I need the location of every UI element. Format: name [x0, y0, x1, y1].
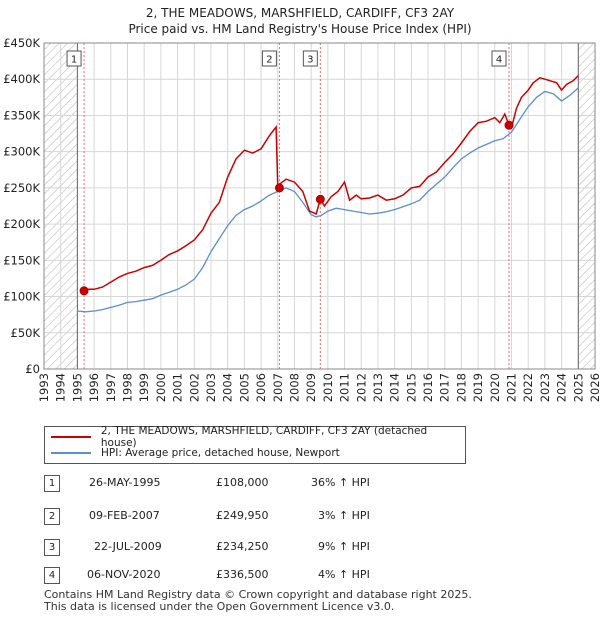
transaction-point: [79, 286, 89, 296]
legend: 2, THE MEADOWS, MARSHFIELD, CARDIFF, CF3…: [44, 425, 466, 464]
x-tick-label: 2009: [304, 373, 318, 402]
x-tick-label: 2015: [404, 373, 418, 402]
chart-subtitle: Price paid vs. HM Land Registry's House …: [128, 22, 472, 36]
y-tick-label: £50K: [11, 326, 41, 340]
footer-license: This data is licensed under the Open Gov…: [44, 600, 395, 613]
x-tick-label: 2004: [221, 373, 235, 402]
x-tick-label: 1995: [70, 373, 84, 402]
hatched-region: [578, 43, 595, 369]
transaction-hpi-change: 9% ↑ HPI: [318, 540, 370, 553]
transaction-date: 09-FEB-2007: [89, 509, 160, 522]
x-tick-label: 2007: [271, 373, 285, 402]
y-tick-label: £0: [25, 362, 40, 376]
x-tick-label: 2018: [454, 373, 468, 402]
transaction-price: £336,500: [216, 568, 269, 581]
transaction-label: 2: [266, 55, 272, 66]
transaction-row: 2 09-FEB-2007 £249,950 3% ↑ HPI: [44, 508, 444, 526]
hpi-series-line: [77, 87, 579, 313]
transaction-hpi-change: 3% ↑ HPI: [318, 509, 370, 522]
legend-item-hpi: HPI: Average price, detached house, Newp…: [51, 445, 340, 461]
transaction-row: 3 22-JUL-2009 £234,250 9% ↑ HPI: [44, 539, 444, 557]
x-tick-label: 2017: [438, 373, 452, 402]
x-tick-label: 1997: [104, 373, 118, 402]
x-tick-label: 2006: [254, 373, 268, 402]
transaction-label-box: [491, 50, 507, 67]
y-tick-label: £400K: [3, 72, 40, 86]
transaction-price: £108,000: [216, 476, 269, 489]
legend-label-hpi: HPI: Average price, detached house, Newp…: [101, 447, 340, 459]
y-tick-label: £300K: [3, 145, 40, 159]
x-tick-label: 2010: [321, 373, 335, 402]
x-tick-label: 2002: [187, 373, 201, 402]
x-tick-label: 2020: [488, 373, 502, 402]
footer-copyright: Contains HM Land Registry data © Crown c…: [44, 588, 472, 601]
transaction-price: £249,950: [216, 509, 269, 522]
transaction-price: £234,250: [216, 540, 269, 553]
legend-swatch-property: [51, 436, 91, 438]
x-tick-label: 2001: [171, 373, 185, 402]
x-tick-label: 2025: [571, 373, 585, 402]
transaction-label-box: [261, 50, 277, 67]
transaction-date: 22-JUL-2009: [94, 540, 162, 553]
x-tick-label: 2005: [237, 373, 251, 402]
y-tick-label: £350K: [3, 108, 40, 122]
price-chart: 1 2 3 4 £0 £50K £100K £150K £200K £250K £300K £350K…: [3, 36, 600, 402]
chart-title: 2, THE MEADOWS, MARSHFIELD, CARDIFF, CF3…: [145, 6, 455, 20]
transaction-point: [274, 183, 284, 193]
transaction-label: 4: [496, 55, 502, 66]
transaction-label: 3: [307, 55, 313, 66]
y-tick-label: £200K: [3, 217, 40, 231]
y-tick-label: £450K: [3, 36, 40, 50]
x-tick-label: 2000: [154, 373, 168, 402]
y-tick-label: £150K: [3, 253, 40, 267]
transaction-number-badge: 1: [44, 475, 60, 492]
transaction-row: 4 06-NOV-2020 £336,500 4% ↑ HPI: [44, 567, 444, 585]
transaction-row: 1 26-MAY-1995 £108,000 36% ↑ HPI: [44, 475, 444, 493]
footer-attribution: Contains HM Land Registry data © Crown c…: [44, 589, 472, 613]
transaction-label-box: [302, 50, 318, 67]
x-tick-label: 2019: [471, 373, 485, 402]
plot-frame: [43, 42, 596, 370]
transaction-label-box: [66, 50, 82, 67]
transaction-label: 1: [71, 55, 77, 66]
x-tick-label: 1996: [87, 373, 101, 402]
x-tick-label: 2022: [521, 373, 535, 402]
transaction-hpi-change: 36% ↑ HPI: [311, 476, 370, 489]
plot-background: [44, 43, 595, 369]
x-tick-label: 2011: [338, 373, 352, 402]
transaction-hpi-change: 4% ↑ HPI: [318, 568, 370, 581]
x-tick-label: 2003: [204, 373, 218, 402]
transaction-date: 06-NOV-2020: [87, 568, 161, 581]
y-tick-label: £100K: [3, 290, 40, 304]
x-tick-label: 2014: [388, 373, 402, 402]
x-tick-label: 1994: [54, 373, 68, 402]
x-tick-label: 2012: [354, 373, 368, 402]
legend-swatch-hpi: [51, 452, 91, 454]
x-tick-label: 2008: [287, 373, 301, 402]
x-tick-label: 2026: [588, 373, 600, 402]
y-tick-label: £250K: [3, 181, 40, 195]
x-tick-label: 1999: [137, 373, 151, 402]
x-tick-label: 2013: [371, 373, 385, 402]
x-tick-label: 1993: [37, 373, 51, 402]
x-tick-label: 1998: [121, 373, 135, 402]
transaction-number-badge: 3: [44, 539, 60, 556]
transaction-point: [504, 120, 514, 130]
x-tick-label: 2023: [538, 373, 552, 402]
x-tick-label: 2024: [555, 373, 569, 402]
legend-label-property: 2, THE MEADOWS, MARSHFIELD, CARDIFF, CF3…: [100, 425, 428, 449]
legend-item-property: 2, THE MEADOWS, MARSHFIELD, CARDIFF, CF3…: [51, 425, 465, 449]
transaction-point: [315, 194, 325, 204]
transaction-date: 26-MAY-1995: [89, 476, 161, 489]
x-tick-label: 2021: [505, 373, 519, 402]
x-tick-label: 2016: [421, 373, 435, 402]
transaction-number-badge: 4: [44, 567, 60, 584]
transaction-number-badge: 2: [44, 508, 60, 525]
